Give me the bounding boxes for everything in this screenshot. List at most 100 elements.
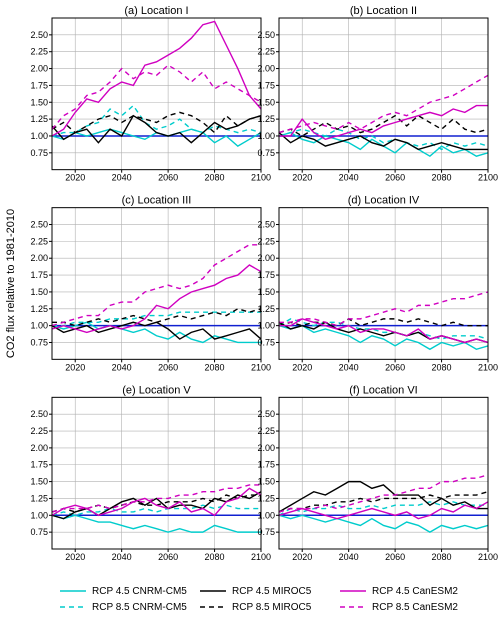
series-s3: [279, 482, 488, 512]
panel: (e) Location V0.751.001.251.501.752.002.…: [30, 384, 271, 562]
panel-title: (d) Location IV: [348, 195, 420, 207]
svg-text:1.50: 1.50: [257, 97, 275, 107]
co2-flux-figure: CO2 flux relative to 1981-2010 (a) Locati…: [0, 0, 500, 639]
legend-label: RCP 4.5 CNRM-CM5: [92, 586, 187, 597]
legend-label: RCP 8.5 CNRM-CM5: [92, 602, 187, 613]
svg-text:2.50: 2.50: [30, 409, 48, 419]
svg-text:2100: 2100: [251, 173, 271, 183]
series-s4: [279, 319, 488, 326]
svg-text:2.00: 2.00: [257, 253, 275, 263]
svg-text:2020: 2020: [65, 362, 85, 372]
svg-text:1.00: 1.00: [257, 321, 275, 331]
svg-text:1.00: 1.00: [30, 321, 48, 331]
svg-text:1.00: 1.00: [30, 131, 48, 141]
series-s6: [279, 75, 488, 132]
svg-text:2.25: 2.25: [257, 47, 275, 57]
grid: [52, 18, 261, 170]
svg-text:2020: 2020: [292, 552, 312, 562]
svg-text:1.50: 1.50: [30, 287, 48, 297]
svg-text:1.50: 1.50: [30, 97, 48, 107]
svg-text:1.75: 1.75: [257, 80, 275, 90]
svg-text:2040: 2040: [339, 552, 359, 562]
svg-text:0.75: 0.75: [30, 527, 48, 537]
svg-text:1.75: 1.75: [30, 80, 48, 90]
svg-text:2040: 2040: [112, 362, 132, 372]
panel: (a) Location I 0.75 1.00 1.25 1.50 1.75 2.00 2.…: [30, 5, 271, 183]
panel-title: (a) Location I: [124, 5, 188, 17]
svg-text:2.50: 2.50: [30, 220, 48, 230]
svg-text:2080: 2080: [432, 552, 452, 562]
y-axis-label: CO2 flux relative to 1981-2010: [5, 209, 17, 358]
svg-text:1.25: 1.25: [257, 304, 275, 314]
svg-text:0.75: 0.75: [257, 527, 275, 537]
svg-text:2080: 2080: [432, 362, 452, 372]
svg-text:2020: 2020: [292, 173, 312, 183]
svg-text:1.25: 1.25: [30, 493, 48, 503]
panel: (b) Location II0.751.001.251.501.752.002…: [257, 5, 498, 183]
svg-text:2100: 2100: [478, 552, 498, 562]
svg-text:2080: 2080: [205, 362, 225, 372]
legend-label: RCP 4.5 MIROC5: [232, 586, 312, 597]
svg-text:2060: 2060: [158, 362, 178, 372]
series-s2: [52, 106, 261, 136]
svg-text:2080: 2080: [432, 173, 452, 183]
svg-text:2.50: 2.50: [30, 30, 48, 40]
svg-text:1.00: 1.00: [257, 131, 275, 141]
svg-text:0.75: 0.75: [257, 337, 275, 347]
panel-title: (f) Location VI: [349, 384, 417, 396]
legend-label: RCP 8.5 CanESM2: [372, 602, 458, 613]
grid: [52, 397, 261, 549]
svg-text:1.25: 1.25: [30, 304, 48, 314]
panel: (d) Location IV 0.75 1.00 1.25 1.50 1.75 2.00 2…: [257, 195, 498, 373]
grid: [52, 208, 261, 360]
panel-title: (b) Location II: [350, 5, 417, 17]
svg-text:2.25: 2.25: [257, 236, 275, 246]
svg-text:2.00: 2.00: [257, 64, 275, 74]
svg-text:2060: 2060: [385, 552, 405, 562]
svg-text:2080: 2080: [205, 173, 225, 183]
svg-text:2020: 2020: [292, 362, 312, 372]
panel: (c) Location III 0.75 1.00 1.25 1.50 1.75 2.00…: [30, 195, 271, 373]
svg-text:1.75: 1.75: [257, 270, 275, 280]
svg-text:2060: 2060: [158, 552, 178, 562]
svg-text:1.75: 1.75: [30, 270, 48, 280]
svg-text:0.75: 0.75: [30, 148, 48, 158]
svg-text:2060: 2060: [158, 173, 178, 183]
svg-text:2.50: 2.50: [257, 409, 275, 419]
svg-text:2.00: 2.00: [30, 443, 48, 453]
svg-text:2100: 2100: [478, 362, 498, 372]
svg-text:2.25: 2.25: [30, 426, 48, 436]
svg-text:1.25: 1.25: [257, 493, 275, 503]
svg-text:1.50: 1.50: [257, 287, 275, 297]
svg-text:1.50: 1.50: [257, 477, 275, 487]
svg-text:2.00: 2.00: [30, 253, 48, 263]
svg-text:2100: 2100: [251, 362, 271, 372]
svg-text:2040: 2040: [339, 173, 359, 183]
svg-text:1.00: 1.00: [257, 510, 275, 520]
svg-text:1.25: 1.25: [257, 114, 275, 124]
series-s2: [52, 505, 261, 515]
svg-text:2.50: 2.50: [257, 220, 275, 230]
panel-title: (c) Location III: [122, 195, 192, 207]
svg-text:2100: 2100: [478, 173, 498, 183]
panel: (f) Location VI0.751.001.251.501.752.002…: [257, 384, 498, 562]
legend-label: RCP 8.5 MIROC5: [232, 602, 312, 613]
svg-text:2.00: 2.00: [257, 443, 275, 453]
svg-text:2020: 2020: [65, 552, 85, 562]
svg-text:2040: 2040: [112, 552, 132, 562]
svg-text:2.25: 2.25: [257, 426, 275, 436]
svg-text:2.50: 2.50: [257, 30, 275, 40]
svg-text:1.75: 1.75: [30, 460, 48, 470]
legend: RCP 4.5 CNRM-CM5 RCP 4.5 MIROC5 RCP 4.5 Ca…: [52, 579, 458, 619]
grid: [279, 397, 488, 549]
svg-text:1.25: 1.25: [30, 114, 48, 124]
svg-text:2.00: 2.00: [30, 64, 48, 74]
svg-text:2.25: 2.25: [30, 47, 48, 57]
svg-text:2040: 2040: [339, 362, 359, 372]
svg-text:0.75: 0.75: [30, 337, 48, 347]
legend-label: RCP 4.5 CanESM2: [372, 586, 458, 597]
grid: [279, 208, 488, 360]
svg-text:1.50: 1.50: [30, 477, 48, 487]
svg-text:2060: 2060: [385, 362, 405, 372]
svg-text:2060: 2060: [385, 173, 405, 183]
